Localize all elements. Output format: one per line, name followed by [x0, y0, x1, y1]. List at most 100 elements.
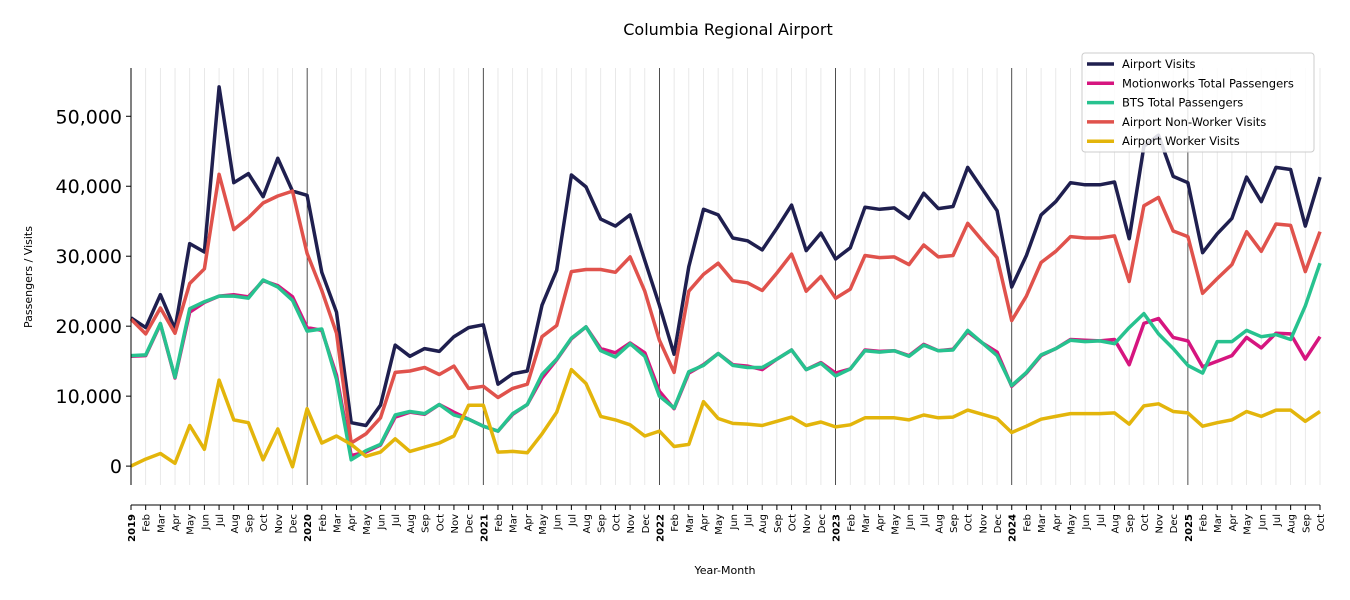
legend-label: Airport Visits	[1122, 57, 1196, 71]
x-tick-label-month: Dec	[288, 514, 299, 533]
x-tick-label-month: Sep	[421, 514, 432, 533]
x-tick-label-month: Nov	[1155, 514, 1166, 534]
x-tick-label-month: Jul	[567, 514, 578, 527]
x-tick-label-month: Dec	[817, 514, 828, 533]
x-tick-label-year: 2022	[655, 514, 666, 542]
x-tick-label-month: Jul	[920, 514, 931, 527]
x-tick-label-month: Feb	[142, 514, 153, 532]
x-tick-label-month: May	[186, 514, 197, 535]
x-tick-label-month: Jun	[200, 514, 211, 531]
x-tick-label-month: Feb	[846, 514, 857, 532]
x-tick-label-month: Jul	[744, 514, 755, 527]
x-tick-label-year: 2023	[832, 514, 843, 542]
x-tick-label-month: Jun	[905, 514, 916, 531]
x-tick-label-month: May	[1066, 514, 1077, 535]
x-tick-label-month: Oct	[259, 514, 270, 531]
x-tick-label-month: Oct	[1316, 514, 1327, 531]
x-tick-label-month: Mar	[509, 513, 520, 533]
x-tick-label-month: Feb	[318, 514, 329, 532]
x-tick-label-month: Dec	[1169, 514, 1180, 533]
x-tick-label-month: Jul	[215, 514, 226, 527]
y-tick-label: 50,000	[56, 106, 122, 128]
x-tick-label-month: Dec	[641, 514, 652, 533]
x-tick-label-month: Apr	[1052, 513, 1063, 531]
x-tick-label-month: Mar	[1213, 513, 1224, 533]
axes: 2019 Feb Mar Apr May Jun Jul Aug Sep Oct Nov Dec 202…	[56, 68, 1327, 542]
x-tick-label-month: Feb	[670, 514, 681, 532]
x-tick-label-month: Aug	[406, 514, 417, 534]
legend-box	[1081, 52, 1315, 153]
x-tick-label-month: Jun	[729, 514, 740, 531]
x-tick-label-month: Aug	[1287, 514, 1298, 534]
x-tick-label-year: 2024	[1008, 514, 1019, 542]
y-tick-label: 10,000	[56, 386, 122, 408]
x-tick-label-month: Aug	[758, 514, 769, 534]
x-tick-label-month: Apr	[347, 513, 358, 531]
x-tick-label-month: Jun	[1257, 514, 1268, 531]
x-tick-label-month: Jul	[1272, 514, 1283, 527]
x-tick-label-month: Oct	[435, 514, 446, 531]
x-tick-label-month: Mar	[861, 513, 872, 533]
series-line-airport-worker-visits	[130, 367, 1321, 469]
x-tick-label-month: Mar	[156, 513, 167, 533]
x-tick-label-month: Feb	[494, 514, 505, 532]
x-tick-label-month: Sep	[1125, 514, 1136, 533]
x-tick-label-month: Jul	[391, 514, 402, 527]
chart-title: Columbia Regional Airport	[623, 20, 833, 39]
x-tick-label-month: Dec	[465, 514, 476, 533]
x-tick-label-month: Aug	[934, 514, 945, 534]
x-tick-label-month: Apr	[171, 513, 182, 531]
x-tick-label-month: Apr	[699, 513, 710, 531]
x-tick-label-month: Nov	[274, 514, 285, 534]
legend-label: Airport Non-Worker Visits	[1122, 115, 1266, 129]
x-tick-label-month: Oct	[611, 514, 622, 531]
x-tick-label-month: Feb	[1022, 514, 1033, 532]
x-tick-label-year: 2020	[303, 514, 314, 542]
x-tick-label-month: Nov	[978, 514, 989, 534]
x-tick-label-month: Sep	[773, 514, 784, 533]
x-tick-label-year: 2021	[479, 514, 490, 542]
x-tick-label-month: Apr	[876, 513, 887, 531]
x-tick-label-month: Nov	[450, 514, 461, 534]
x-tick-label-month: Nov	[802, 514, 813, 534]
y-tick-label: 0	[110, 456, 122, 478]
x-tick-label-month: Apr	[523, 513, 534, 531]
x-tick-label-month: Oct	[1140, 514, 1151, 531]
x-tick-label-month: Nov	[626, 514, 637, 534]
x-tick-label-month: Mar	[333, 513, 344, 533]
x-tick-label-month: May	[362, 514, 373, 535]
series-line-motionworks-total-passengers	[130, 278, 1322, 458]
x-tick-label-month: Jul	[1096, 514, 1107, 527]
x-tick-label-month: Jun	[1081, 514, 1092, 531]
x-tick-label-month: Dec	[993, 514, 1004, 533]
x-tick-label-month: Mar	[1037, 513, 1048, 533]
x-axis-label: Year-Month	[693, 564, 755, 577]
x-tick-label-month: Sep	[244, 514, 255, 533]
y-tick-label: 40,000	[56, 176, 122, 198]
x-tick-label-month: May	[890, 514, 901, 535]
legend-label: BTS Total Passengers	[1122, 96, 1243, 110]
x-tick-label-month: Aug	[582, 514, 593, 534]
legend: Airport Visits Motionworks Total Passenge…	[1081, 52, 1315, 153]
x-tick-label-month: Oct	[788, 514, 799, 531]
y-axis-label: Passengers / Visits	[22, 226, 35, 328]
legend-label: Airport Worker Visits	[1122, 134, 1240, 148]
x-tick-label-month: May	[1243, 514, 1254, 535]
x-tick-label-month: Aug	[230, 514, 241, 534]
series-lines	[129, 85, 1322, 469]
x-tick-label-month: Jun	[377, 514, 388, 531]
series-line-bts-total-passengers	[130, 262, 1322, 462]
x-tick-label-month: Mar	[685, 513, 696, 533]
x-tick-label-month: Oct	[964, 514, 975, 531]
series-line-airport-visits	[130, 85, 1322, 428]
x-tick-label-year: 2025	[1184, 514, 1195, 542]
x-tick-label-month: Sep	[949, 514, 960, 533]
x-tick-label-month: Jun	[553, 514, 564, 531]
x-tick-label-month: May	[714, 514, 725, 535]
y-tick-label: 30,000	[56, 246, 122, 268]
legend-label: Motionworks Total Passengers	[1122, 76, 1294, 90]
x-tick-label-month: Apr	[1228, 513, 1239, 531]
x-tick-label-month: Sep	[597, 514, 608, 533]
x-tick-label-month: Feb	[1199, 514, 1210, 532]
